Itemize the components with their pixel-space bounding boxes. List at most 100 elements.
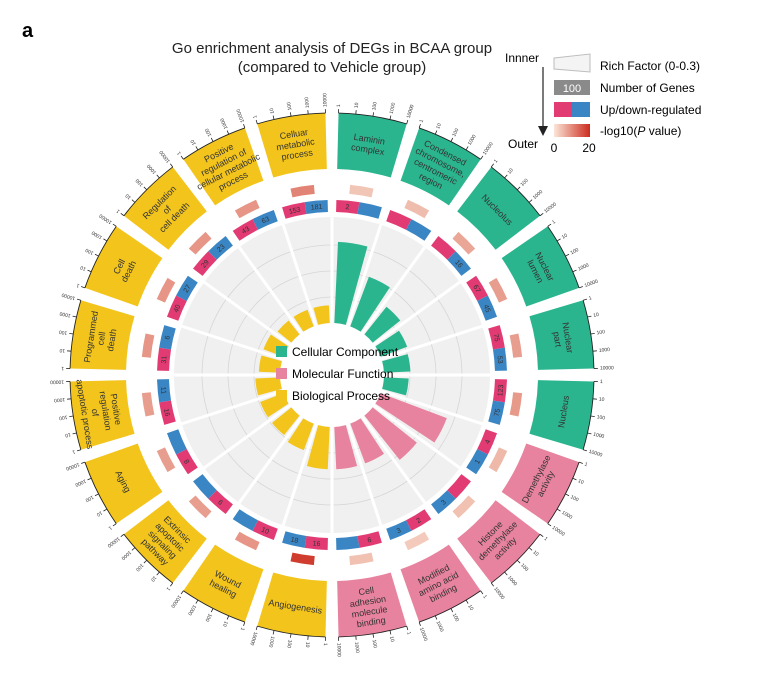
sector-16: [84, 226, 163, 307]
tick-label: 10: [354, 102, 361, 108]
rich-factor-bar-18: [293, 309, 314, 332]
tick-label: 1: [322, 643, 328, 646]
tick-mark: [490, 582, 494, 587]
tick-mark: [226, 615, 230, 620]
tick-mark: [480, 155, 484, 160]
tick-mark: [76, 449, 81, 452]
tick-label: 10: [507, 167, 515, 175]
tick-mark: [81, 461, 86, 464]
sector-6: [501, 443, 580, 524]
rich-factor-bar-2: [364, 306, 401, 343]
tick-label: 1: [115, 208, 121, 215]
tick-label: 1: [336, 104, 342, 107]
tick-label: 1000: [304, 97, 311, 109]
tick-mark: [572, 269, 577, 273]
rich-factor-bar-6: [375, 393, 447, 443]
pvalue-bar-9: [349, 552, 374, 566]
rich-factor-bar-9: [334, 425, 358, 470]
sector-2: [457, 166, 541, 250]
tick-mark: [195, 146, 199, 151]
tick-label: 10: [79, 264, 87, 272]
sector-separator: [119, 219, 291, 346]
tick-label: 10: [124, 192, 132, 200]
tick-label: 100: [596, 329, 605, 336]
sector-label-line: cell: [95, 331, 107, 346]
legend-down-swatch: [572, 102, 590, 117]
tick-mark: [490, 163, 494, 168]
tick-label: 100: [203, 612, 212, 622]
tick-label: 10000: [588, 449, 603, 459]
tick-mark: [210, 608, 214, 613]
updown-label: 53: [495, 356, 503, 364]
tick-label: 1000: [561, 510, 574, 521]
sector-label-line: of: [90, 408, 101, 417]
down-bar-1: [406, 219, 432, 241]
pvalue-bar-2: [452, 231, 476, 255]
up-bar-2: [431, 236, 456, 260]
up-bar-18: [232, 219, 258, 241]
updown-label: 3: [396, 527, 402, 535]
tick-mark: [120, 533, 125, 537]
sector-separator: [82, 292, 284, 361]
tick-arc-0: [338, 112, 407, 125]
sector-14: [70, 380, 135, 450]
pvalue-bar-5: [509, 392, 523, 417]
tick-mark: [565, 493, 570, 497]
tick-mark: [516, 559, 521, 564]
chart-title-line2: (compared to Vehicle group): [238, 59, 426, 76]
updown-label: 1: [474, 458, 482, 465]
sector-18: [183, 127, 264, 206]
rich-factor-bar-5: [382, 377, 409, 396]
tick-arc-11: [183, 590, 245, 623]
tick-label: 100: [285, 639, 292, 648]
sector-label-line: Positive: [109, 393, 124, 426]
updown-label: 4: [484, 439, 492, 445]
sector-separator: [361, 162, 488, 334]
tick-label: 10: [95, 509, 103, 517]
tick-mark: [103, 238, 108, 242]
tick-label: 100: [58, 414, 67, 421]
tick-mark: [406, 119, 409, 124]
tick-arc-14: [69, 381, 82, 450]
updown-label: 6: [367, 537, 372, 545]
tick-label: 10: [531, 550, 539, 558]
tick-label: 10000: [584, 279, 599, 289]
tick-label: 10000: [322, 93, 328, 107]
center-legend-swatch-bp: [276, 390, 287, 401]
tick-mark: [272, 630, 275, 635]
tick-mark: [590, 332, 595, 335]
tick-label: 1000: [54, 396, 66, 403]
pvalue-bar-3: [488, 277, 508, 303]
tick-label: 1: [176, 150, 183, 156]
tick-mark: [389, 115, 392, 120]
tick-mark: [406, 626, 409, 631]
sector-separator: [361, 416, 488, 588]
center-legend-label-mf: Molecular Function: [292, 367, 393, 381]
down-bar-18: [252, 209, 278, 230]
rich-factor-bar-10: [306, 425, 330, 470]
tick-label: 10: [577, 478, 585, 486]
down-bar-15: [159, 325, 176, 350]
legend-gene-swatch: [554, 80, 590, 95]
tick-label: 10: [149, 574, 157, 582]
tick-mark: [465, 599, 469, 604]
sector-3: [501, 226, 580, 307]
legend: Innner Outer Rich Factor (0-0.3) 100 Num…: [505, 51, 701, 155]
up-bar-16: [166, 295, 187, 321]
tick-label: 10000: [600, 365, 614, 371]
sector-label-line: Laminin: [353, 132, 386, 147]
tick-label: 100: [84, 246, 94, 255]
tick-label: 10: [269, 107, 276, 114]
tick-label: 1: [481, 594, 488, 600]
legend-pvalue-italic: P: [637, 124, 645, 138]
updown-label: 23: [216, 243, 227, 253]
tick-label: 10: [304, 642, 311, 648]
tick-label: 1: [61, 365, 64, 371]
tick-mark: [76, 298, 81, 301]
pvalue-bar-13: [156, 447, 176, 473]
tick-mark: [434, 615, 438, 620]
pvalue-bar-10: [290, 552, 315, 566]
tick-label: 100: [596, 414, 605, 421]
tick-label: 1000: [120, 549, 132, 561]
down-bar-2: [447, 251, 471, 276]
